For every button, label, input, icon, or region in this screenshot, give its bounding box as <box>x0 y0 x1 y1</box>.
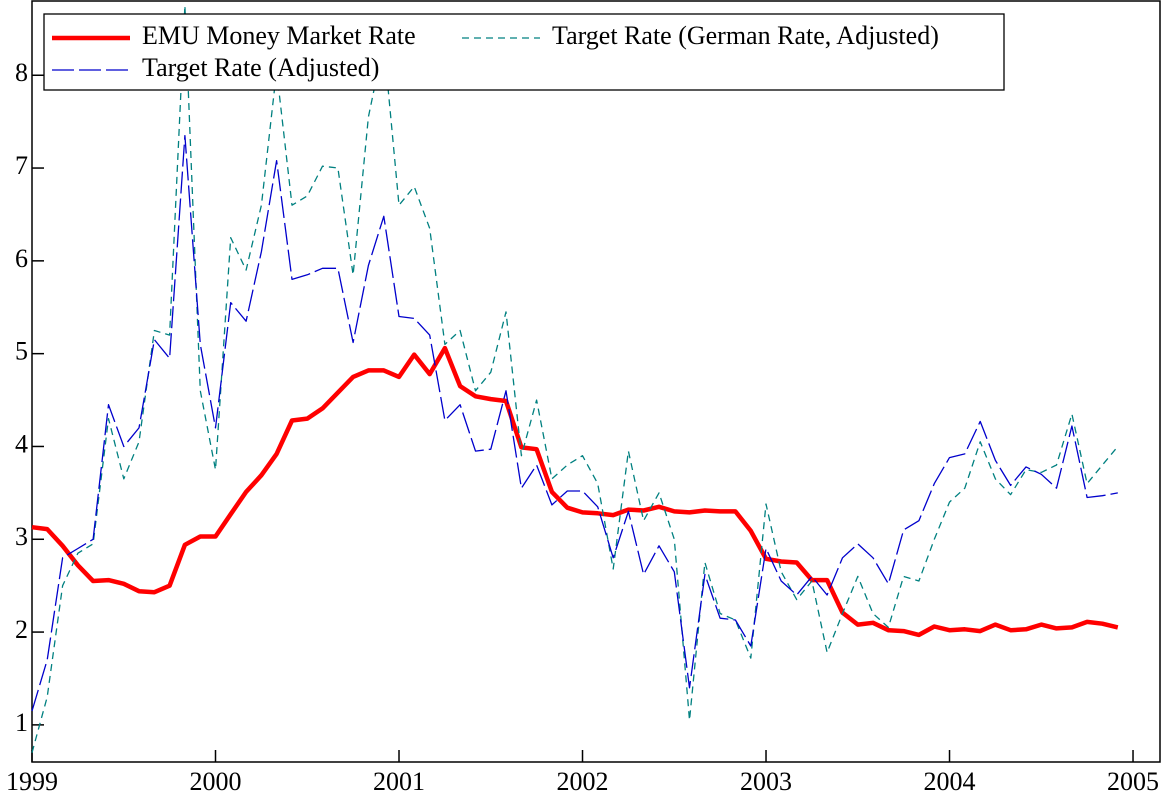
series-line <box>31 345 1119 638</box>
x-tick-label: 2004 <box>924 767 976 796</box>
legend-label: Target Rate (German Rate, Adjusted) <box>552 21 939 50</box>
y-tick-label: 4 <box>15 429 28 458</box>
y-tick-label: 7 <box>15 151 28 180</box>
y-tick-label: 8 <box>15 58 28 87</box>
y-tick-label: 6 <box>15 244 28 273</box>
plot-frame <box>31 0 1161 763</box>
x-tick-label: 2005 <box>1107 767 1159 796</box>
y-tick-label: 5 <box>15 337 28 366</box>
series-line <box>31 134 1118 712</box>
legend-box <box>43 13 1005 91</box>
y-tick-label: 3 <box>15 522 28 551</box>
x-tick-label: 2001 <box>373 767 425 796</box>
x-tick-label: 2000 <box>190 767 242 796</box>
legend-label: EMU Money Market Rate <box>142 21 416 50</box>
y-tick-label: 1 <box>15 708 28 737</box>
legend-label: Target Rate (Adjusted) <box>142 53 379 82</box>
x-tick-label: 1999 <box>6 767 58 796</box>
x-tick-label: 2002 <box>557 767 609 796</box>
y-tick-label: 2 <box>15 615 28 644</box>
x-tick-label: 2003 <box>740 767 792 796</box>
series-line <box>31 4 1119 753</box>
